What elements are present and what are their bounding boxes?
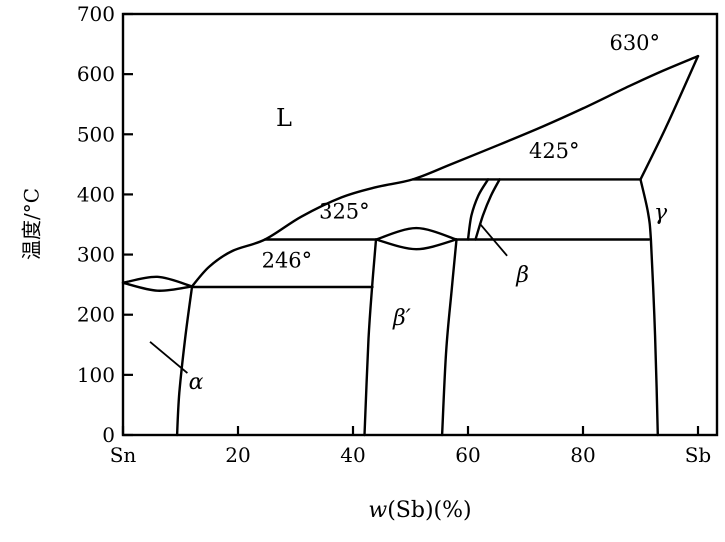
- x-tick-label: 60: [455, 443, 480, 467]
- temperature-annotation-425°: 425°: [529, 139, 580, 163]
- alpha-leader-line: [149, 341, 188, 374]
- curve-gamma-solidus: [639, 54, 700, 181]
- plot-frame: [121, 12, 719, 437]
- curve-betaprime-right-boundary: [440, 238, 458, 437]
- x-tick-label: Sn: [110, 443, 137, 467]
- x-tick-label: 80: [570, 443, 595, 467]
- y-tick-label: 700: [77, 2, 115, 26]
- y-tick-label: 600: [77, 62, 115, 86]
- x-axis-title-rest: (Sb)(%): [387, 498, 472, 523]
- y-tick-label: 200: [77, 303, 115, 327]
- temperature-annotation-325°: 325°: [319, 199, 370, 223]
- y-tick-label: 500: [77, 122, 115, 146]
- curve-gamma-solvus: [639, 178, 659, 437]
- x-axis-title-italic: w: [368, 498, 388, 523]
- temperature-annotation-630°: 630°: [609, 31, 660, 55]
- y-tick-label: 100: [77, 363, 115, 387]
- phase-label-γ: γ: [654, 200, 668, 225]
- curve-tin-lens-lower: [121, 281, 194, 292]
- x-axis-title: w(Sb)(%): [368, 498, 471, 523]
- curve-alpha-solvus: [175, 285, 194, 437]
- x-tick-label: 20: [225, 443, 250, 467]
- y-tick-label: 300: [77, 243, 115, 267]
- y-tick-label: 400: [77, 182, 115, 206]
- curve-beta-right-boundary: [474, 178, 501, 241]
- curve-betaprime-left-boundary: [363, 238, 378, 437]
- curve-tin-lens-upper: [121, 275, 194, 288]
- phase-label-L: L: [276, 104, 292, 132]
- beta-leader-line: [478, 222, 508, 257]
- curve-betaprime-lens-upper: [374, 226, 458, 241]
- curve-betaprime-lens-lower: [374, 238, 458, 251]
- phase-label-α: α: [189, 370, 204, 395]
- y-tick-label: 0: [102, 423, 115, 447]
- curve-beta-left-boundary: [466, 178, 490, 241]
- y-axis-title-text: 温度/°C: [19, 187, 44, 261]
- phase-label-β′: β′: [392, 306, 411, 331]
- y-axis-title: 温度/°C: [16, 188, 45, 260]
- x-tick-label: Sb: [685, 443, 712, 467]
- phase-label-β: β: [515, 263, 529, 288]
- temperature-annotation-246°: 246°: [262, 249, 313, 273]
- x-tick-label: 40: [340, 443, 365, 467]
